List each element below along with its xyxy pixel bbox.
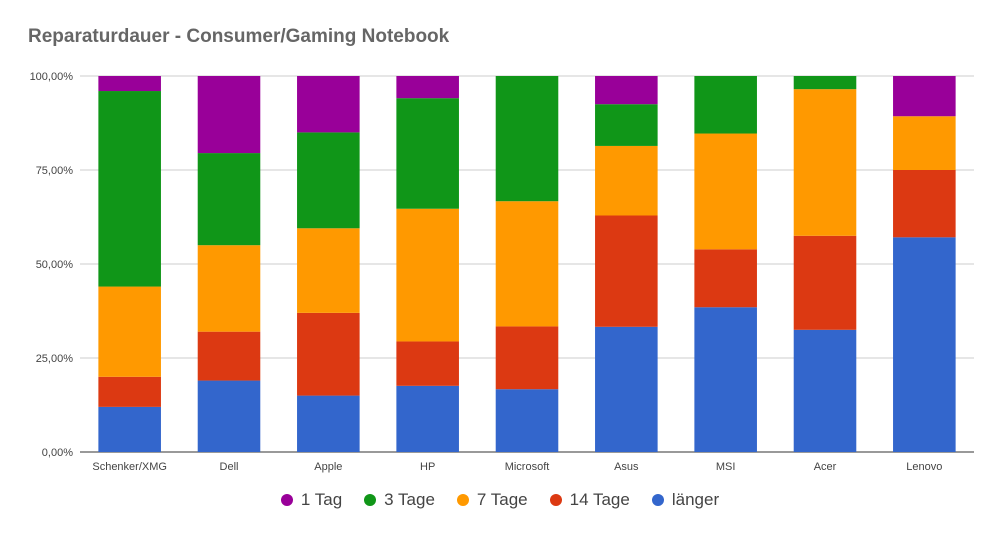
bar-segment [595,76,658,105]
bar-stack-2 [297,76,360,452]
bar-segment [297,312,360,396]
bar-segment [98,76,161,92]
bar-segment [694,76,757,134]
bar-segment [197,380,261,452]
bar-stack-8 [893,76,956,452]
x-tick-label: Lenovo [906,461,942,473]
legend-item: länger [651,490,720,510]
bar-segment [297,228,360,313]
x-tick-label: Microsoft [505,461,550,473]
bar-segment [197,76,261,154]
bar-stack-1 [197,76,261,452]
bar-stack-3 [396,76,459,452]
bar-segment [396,98,459,209]
legend-item: 3 Tage [364,490,435,510]
bar-segment [893,76,956,117]
bar-segment [495,76,559,202]
legend-swatch [456,494,469,506]
x-tick-label: Asus [614,461,639,473]
x-tick-label: MSI [716,461,736,473]
bar-segment [694,307,757,452]
legend-label: 14 Tage [569,490,630,509]
x-tick-label: Apple [314,461,342,473]
bar-segment [793,329,857,452]
bar-segment [495,201,559,327]
bar-stack-5 [595,76,658,452]
bar-segment [98,376,161,407]
bar-segment [98,286,161,377]
bar-segment [893,170,956,238]
y-tick-label: 100,00% [30,71,74,83]
stacked-bar-chart: 0,00% 25,00% 50,00% 75,00% 100,00% Schenker/… [30,71,974,473]
bar-stack-0 [98,76,161,452]
y-tick-label: 0,00% [42,447,73,459]
bar-segment [595,326,658,452]
bar-segment [297,395,360,452]
legend-item: 14 Tage [549,490,630,510]
bar-segment [297,76,360,133]
y-axis-ticks: 0,00% 25,00% 50,00% 75,00% 100,00% [30,71,74,459]
legend: 1 Tag 3 Tage 7 Tage 14 Tage länger [0,490,1000,510]
bar-segment [893,116,956,170]
x-tick-label: HP [420,461,435,473]
bar-segment [396,208,459,342]
bar-stacks [98,76,956,452]
x-axis-ticks: Schenker/XMG Dell Apple HP Microsoft Asus MSI A… [92,461,942,473]
y-tick-label: 75,00% [36,165,74,177]
bar-segment [595,104,658,146]
bar-segment [197,331,261,381]
bar-segment [297,132,360,229]
bar-segment [793,89,857,236]
legend-label: 1 Tag [300,490,343,509]
bar-segment [197,245,261,332]
bar-segment [396,341,459,386]
legend-swatch [280,494,293,506]
bar-segment [197,153,261,246]
y-tick-label: 50,00% [36,259,74,271]
bar-segment [694,249,757,308]
bar-segment [694,133,757,250]
bar-stack-6 [694,76,757,452]
legend-item: 1 Tag [280,490,343,510]
bar-segment [893,237,956,452]
bar-segment [396,385,459,452]
bar-segment [495,326,559,390]
x-tick-label: Acer [814,461,837,473]
legend-item: 7 Tage [456,490,528,510]
bar-segment [98,406,161,452]
legend-swatch [651,494,664,506]
legend-label: 7 Tage [476,490,528,509]
legend-swatch [549,494,562,506]
bar-segment [98,91,161,287]
bar-segment [396,76,459,99]
bar-segment [793,76,857,90]
bar-segment [793,235,857,330]
legend-label: länger [671,490,720,509]
bar-stack-7 [793,76,857,452]
legend-label: 3 Tage [384,490,435,509]
bar-segment [595,215,658,327]
x-tick-label: Dell [220,461,239,473]
x-tick-label: Schenker/XMG [92,461,167,473]
legend-swatch [364,494,377,506]
bar-segment [595,145,658,216]
bar-stack-4 [495,76,559,452]
bar-segment [495,389,559,452]
chart-title: Reparaturdauer - Consumer/Gaming Noteboo… [28,26,450,47]
y-tick-label: 25,00% [36,353,74,365]
